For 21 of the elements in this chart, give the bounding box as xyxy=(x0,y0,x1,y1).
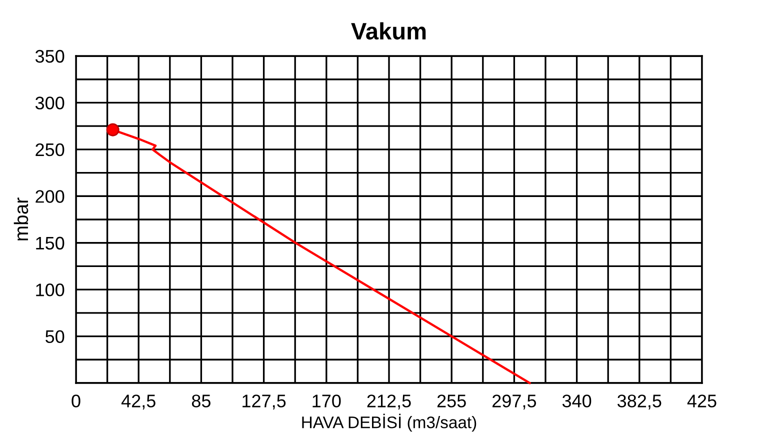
x-tick-label: 425 xyxy=(687,394,716,408)
chart-title: Vakum xyxy=(351,22,426,40)
x-tick-label: 255 xyxy=(437,394,466,408)
x-tick-label: 170 xyxy=(312,394,341,408)
y-axis-title: mbar xyxy=(14,198,28,240)
x-tick-label: 42,5 xyxy=(121,394,156,410)
y-tick-label: 200 xyxy=(36,190,64,203)
y-tick-label: 350 xyxy=(35,50,64,63)
x-tick-label: 212,5 xyxy=(367,394,411,410)
y-tick-label: 100 xyxy=(36,284,64,296)
x-axis-title: HAVA DEBİSİ (m3/saat) xyxy=(302,414,476,432)
x-tick-label: 0 xyxy=(72,394,80,408)
x-tick-label: 382,5 xyxy=(618,394,662,410)
x-tick-label: 340 xyxy=(562,394,592,408)
x-tick-label: 127,5 xyxy=(242,394,286,410)
y-tick-label: 150 xyxy=(36,236,64,250)
x-tick-label: 297,5 xyxy=(492,394,536,410)
y-tick-label: 300 xyxy=(35,96,64,110)
x-tick-label: 85 xyxy=(192,394,210,408)
y-tick-label: 50 xyxy=(46,330,64,344)
y-tick-label: 250 xyxy=(36,143,64,156)
